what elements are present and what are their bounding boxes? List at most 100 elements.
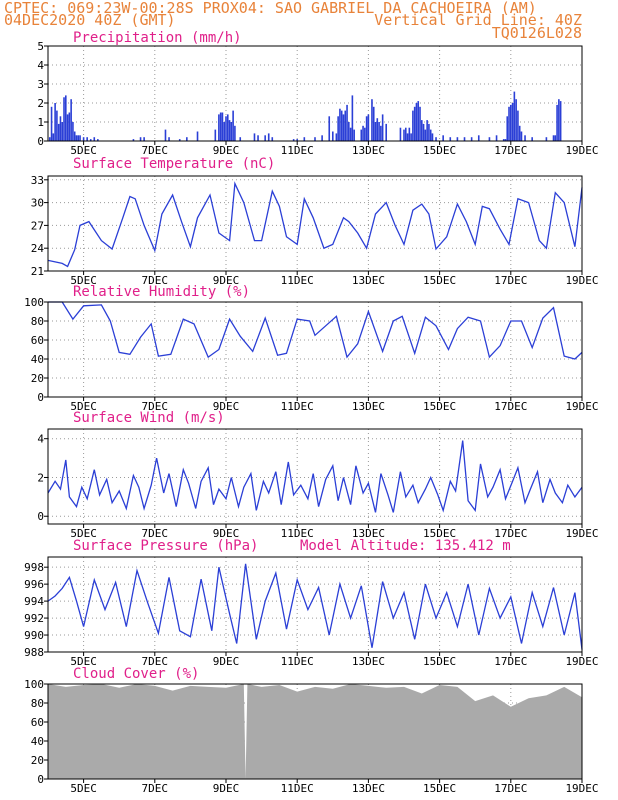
precip-bar <box>520 131 523 141</box>
precip-bar <box>296 139 299 141</box>
precip-bar <box>456 137 459 141</box>
precip-bar <box>57 123 60 141</box>
precip-bar <box>230 122 233 141</box>
y-tick-label: 2 <box>37 97 44 110</box>
precip-bar <box>495 135 498 141</box>
precip-bar <box>139 137 142 141</box>
x-tick-label: 5DEC <box>70 144 97 157</box>
panel-frame <box>47 175 583 272</box>
precip-bar <box>253 133 256 141</box>
panel-1: Surface Temperature (nC) 5DEC 7DEC 9DEC 11DE… <box>31 156 599 287</box>
precip-bar <box>132 139 135 141</box>
precip-bar <box>374 122 377 141</box>
panel-title: Precipitation (mm/h) <box>73 30 242 46</box>
precip-bar <box>328 116 331 141</box>
y-tick-label: 992 <box>24 612 44 625</box>
precip-bar <box>344 110 347 141</box>
panel-title: Cloud Cover (%) <box>73 666 199 682</box>
precip-bar <box>321 135 323 141</box>
x-tick-label: 19DEC <box>565 274 598 287</box>
panel-4: Surface Pressure (hPa) Model Altitude: 13… <box>24 538 598 668</box>
precip-bar <box>214 129 217 141</box>
precip-bar <box>477 135 480 141</box>
x-tick-label: 13DEC <box>352 527 385 540</box>
panel-title: Relative Humidity (%) <box>73 284 250 300</box>
x-tick-label: 17DEC <box>494 655 527 668</box>
y-tick-label: 60 <box>31 716 44 729</box>
series-line <box>48 301 583 360</box>
y-tick-label: 0 <box>37 773 44 786</box>
precip-bar <box>72 122 74 141</box>
y-tick-label: 3 <box>37 78 44 91</box>
precip-bar <box>518 125 521 141</box>
precip-bar <box>513 91 516 141</box>
precip-bar <box>75 135 78 141</box>
y-tick-label: 4 <box>37 59 44 72</box>
precip-bar <box>412 110 414 141</box>
precip-bar <box>504 139 507 141</box>
precip-bar <box>218 114 220 141</box>
panel-2: Relative Humidity (%) 5DEC 7DEC 9DEC 11DEC 13… <box>24 284 598 413</box>
y-tick-label: 4 <box>37 433 44 446</box>
precip-bar <box>559 101 562 141</box>
y-tick-label: 988 <box>24 646 44 659</box>
precip-bar <box>303 137 306 141</box>
y-tick-label: 60 <box>31 334 44 347</box>
precip-bar <box>86 137 88 141</box>
precip-bar <box>70 99 72 141</box>
panel-title: Surface Pressure (hPa) <box>73 538 258 554</box>
precip-bar <box>271 137 274 141</box>
y-tick-label: 100 <box>24 296 44 309</box>
precip-bar <box>50 106 53 141</box>
x-tick-label: 15DEC <box>423 527 456 540</box>
precip-bar <box>335 133 338 141</box>
precip-bar <box>429 129 432 141</box>
precip-bar <box>64 95 67 141</box>
precip-bar <box>52 133 55 141</box>
x-tick-label: 19DEC <box>565 655 598 668</box>
y-tick-label: 0 <box>37 510 44 523</box>
x-tick-label: 15DEC <box>423 782 456 795</box>
header-date: 04DEC2020 40Z (GMT) <box>4 11 176 29</box>
precip-bar <box>417 101 420 141</box>
panel-frame <box>47 45 583 142</box>
x-tick-label: 11DEC <box>281 655 314 668</box>
y-tick-label: 100 <box>24 678 44 691</box>
x-tick-label: 13DEC <box>352 144 385 157</box>
precip-bar <box>508 106 510 141</box>
x-tick-label: 15DEC <box>423 144 456 157</box>
precip-bar <box>221 112 224 141</box>
y-tick-label: 0 <box>37 135 44 148</box>
header-model-code: TQ0126L028 <box>492 24 582 42</box>
precip-bar <box>66 114 69 141</box>
precip-bar <box>360 129 363 141</box>
precip-bar <box>89 139 92 141</box>
precip-bar <box>164 129 167 141</box>
precip-bar <box>63 97 65 141</box>
precip-bar <box>331 131 334 141</box>
precip-bar <box>380 125 382 141</box>
x-tick-label: 19DEC <box>565 782 598 795</box>
x-tick-label: 9DEC <box>213 400 240 413</box>
x-tick-label: 13DEC <box>352 274 385 287</box>
precip-bar <box>381 114 384 141</box>
x-tick-label: 17DEC <box>494 527 527 540</box>
precip-bar <box>364 127 366 141</box>
precip-bar <box>292 139 295 141</box>
precip-bar <box>431 133 434 141</box>
x-tick-label: 7DEC <box>142 782 169 795</box>
precip-bar <box>509 104 512 141</box>
x-tick-label: 11DEC <box>281 274 314 287</box>
panel-3: Surface Wind (m/s) 5DEC 7DEC 9DEC 11DEC 13DEC… <box>37 410 598 540</box>
y-tick-label: 27 <box>31 219 44 232</box>
precip-bar <box>372 106 375 141</box>
x-tick-label: 9DEC <box>213 527 240 540</box>
precip-bar <box>470 137 473 141</box>
precip-bar <box>257 135 259 141</box>
panel-0: Precipitation (mm/h) 5DEC 7DEC 9DEC 11DEC 13D… <box>37 30 598 157</box>
precip-bar <box>371 99 373 141</box>
x-tick-label: 9DEC <box>213 144 240 157</box>
precip-bar <box>449 137 452 141</box>
precip-bar <box>506 116 509 141</box>
precip-bar <box>168 137 170 141</box>
